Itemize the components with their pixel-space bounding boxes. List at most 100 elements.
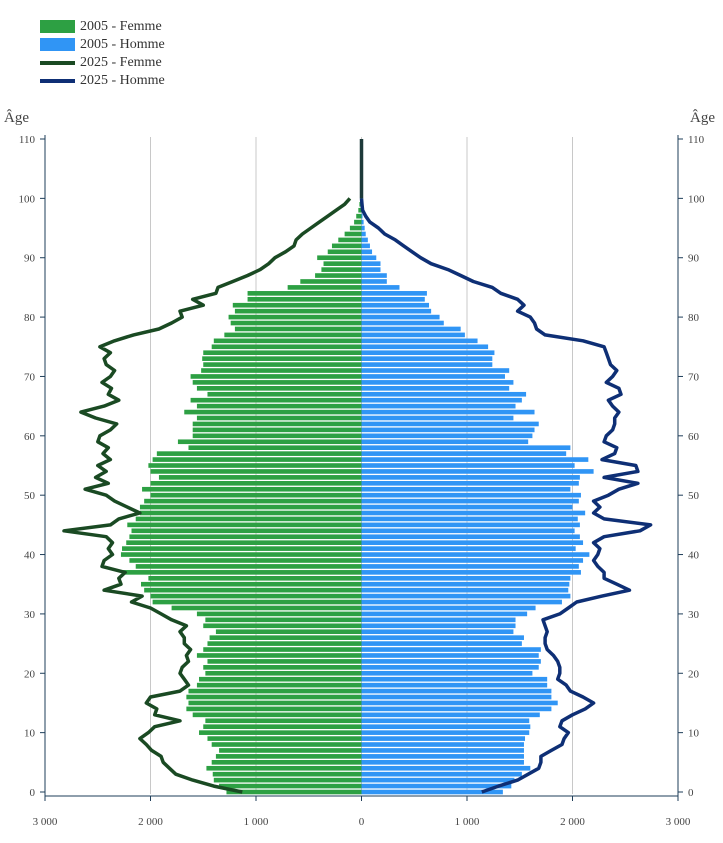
bar-femme-2005 [129, 534, 362, 540]
bar-femme-2005 [139, 510, 362, 516]
bar-homme-2005 [361, 427, 535, 433]
bar-homme-2005 [361, 771, 522, 777]
bar-femme-2005 [209, 635, 362, 640]
bar-homme-2005 [361, 451, 567, 456]
bar-femme-2005 [184, 409, 362, 415]
bar-femme-2005 [196, 386, 362, 391]
bar-femme-2005 [203, 362, 362, 367]
bar-femme-2005 [224, 332, 362, 338]
bar-femme-2005 [148, 575, 362, 581]
bar-homme-2005 [361, 213, 363, 219]
bar-femme-2005 [211, 760, 362, 765]
y-axis-title-left: Âge [4, 109, 29, 126]
bar-femme-2005 [212, 771, 362, 777]
bar-femme-2005 [327, 249, 362, 255]
bar-homme-2005 [361, 540, 584, 545]
bar-homme-2005 [361, 492, 581, 498]
bar-femme-2005 [141, 581, 362, 587]
bar-femme-2005 [152, 599, 362, 605]
bar-femme-2005 [142, 486, 362, 492]
bar-homme-2005 [361, 635, 524, 640]
bar-homme-2005 [361, 463, 575, 468]
bar-femme-2005 [150, 480, 362, 486]
bar-femme-2005 [349, 225, 362, 231]
bar-homme-2005 [361, 706, 552, 712]
bar-femme-2005 [190, 397, 362, 403]
bar-homme-2005 [361, 564, 579, 569]
bar-femme-2005 [215, 754, 362, 759]
y-tick-label-right: 40 [688, 550, 700, 562]
y-tick-label-left: 10 [24, 728, 36, 740]
bar-femme-2005 [192, 433, 362, 439]
bar-femme-2005 [122, 546, 362, 551]
y-tick-label-right: 100 [688, 193, 705, 205]
bar-homme-2005 [361, 665, 539, 670]
y-tick-label-left: 70 [24, 371, 36, 383]
bar-femme-2005 [205, 670, 362, 676]
bar-homme-2005 [361, 332, 465, 338]
bar-femme-2005 [135, 564, 362, 569]
bar-femme-2005 [356, 213, 362, 219]
bar-femme-2005 [186, 694, 362, 700]
bar-homme-2005 [361, 730, 530, 735]
bar-femme-2005 [331, 243, 362, 249]
bar-homme-2005 [361, 445, 571, 451]
bar-femme-2005 [186, 706, 362, 712]
bar-homme-2005 [361, 659, 541, 664]
bar-femme-2005 [232, 302, 362, 308]
bar-homme-2005 [361, 314, 440, 320]
bar-femme-2005 [135, 516, 362, 522]
bar-homme-2005 [361, 374, 505, 379]
bar-homme-2005 [361, 421, 539, 427]
bar-femme-2005 [247, 296, 362, 302]
bar-homme-2005 [361, 231, 366, 237]
bar-homme-2005 [361, 522, 580, 528]
bar-femme-2005 [150, 492, 362, 498]
line-homme-2025 [359, 198, 653, 794]
bar-homme-2005 [361, 480, 579, 486]
bar-femme-2005 [199, 676, 362, 682]
bar-homme-2005 [361, 469, 594, 474]
bar-femme-2005 [205, 718, 362, 724]
bar-femme-2005 [360, 196, 362, 201]
bar-femme-2005 [203, 350, 362, 356]
bar-homme-2005 [361, 736, 526, 741]
bar-femme-2005 [192, 712, 362, 718]
bar-femme-2005 [123, 570, 362, 575]
legend-label: 2005 - Femme [80, 19, 162, 34]
legend-label: 2025 - Femme [80, 55, 162, 70]
y-tick-label-right: 90 [688, 253, 700, 265]
bar-homme-2005 [361, 504, 573, 510]
y-tick-label-right: 80 [688, 312, 700, 324]
bar-femme-2005 [234, 326, 362, 332]
bar-homme-2005 [361, 475, 580, 480]
legend-line-2025-homme [40, 79, 75, 83]
bar-femme-2005 [203, 724, 362, 730]
bar-homme-2005 [361, 296, 425, 302]
bar-femme-2005 [177, 439, 362, 445]
bars-layer [120, 196, 594, 795]
y-tick-label-left: 20 [24, 668, 36, 680]
bar-homme-2005 [361, 291, 427, 296]
x-tick-label: 2 000 [138, 816, 163, 828]
bar-homme-2005 [361, 647, 541, 652]
bar-femme-2005 [203, 665, 362, 670]
bar-homme-2005 [361, 457, 589, 462]
bar-femme-2005 [226, 789, 362, 795]
bar-femme-2005 [219, 783, 362, 789]
bar-homme-2005 [361, 641, 522, 646]
bar-homme-2005 [361, 712, 540, 718]
bar-homme-2005 [361, 362, 493, 367]
bar-femme-2005 [144, 587, 362, 593]
bar-homme-2005 [361, 498, 579, 504]
bar-homme-2005 [361, 593, 571, 599]
bar-femme-2005 [287, 285, 362, 290]
bar-homme-2005 [361, 243, 370, 249]
bar-femme-2005 [315, 273, 362, 278]
bar-homme-2005 [361, 558, 584, 563]
x-tick-label: 0 [359, 816, 365, 828]
x-tick-label: 2 000 [560, 816, 585, 828]
bar-homme-2005 [361, 326, 461, 332]
y-tick-label-right: 70 [688, 371, 700, 383]
bar-homme-2005 [361, 688, 552, 694]
